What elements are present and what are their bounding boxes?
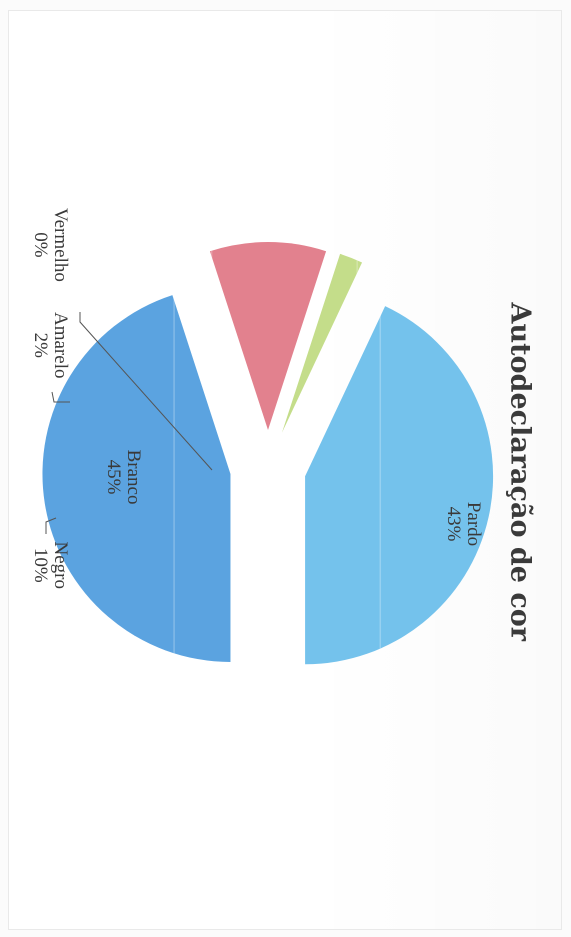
pie-slice-pardo <box>305 306 494 665</box>
pie-slice-branco <box>42 295 231 662</box>
data-label-branco: Branco 45% <box>102 449 144 505</box>
chart-title: Autodeclaração de cor <box>504 302 536 642</box>
data-label-vermelho: Vermelho 0% <box>30 208 71 282</box>
data-label-vermelho-value: 0% <box>30 232 51 258</box>
data-label-branco-name: Branco <box>122 449 144 505</box>
data-label-pardo-name: Pardo <box>463 501 485 547</box>
data-label-negro: Negro 10% <box>30 541 71 589</box>
data-label-pardo: Pardo 43% <box>443 501 485 547</box>
pie-slice-amarelo <box>281 253 363 433</box>
data-label-pardo-value: 43% <box>443 506 465 542</box>
data-label-amarelo-name: Amarelo <box>50 312 71 379</box>
leader-lines <box>45 312 213 534</box>
pie-slice-negro <box>209 242 327 430</box>
data-label-negro-value: 10% <box>30 547 51 583</box>
data-label-negro-name: Negro <box>50 541 71 589</box>
leader-line-negro <box>45 517 57 534</box>
leader-line-amarelo <box>51 391 70 403</box>
data-label-branco-value: 45% <box>102 459 124 495</box>
leader-line-vermelho <box>79 312 213 471</box>
data-label-amarelo: Amarelo 2% <box>30 312 71 379</box>
data-label-amarelo-value: 2% <box>30 332 51 358</box>
data-label-vermelho-name: Vermelho <box>50 208 71 282</box>
